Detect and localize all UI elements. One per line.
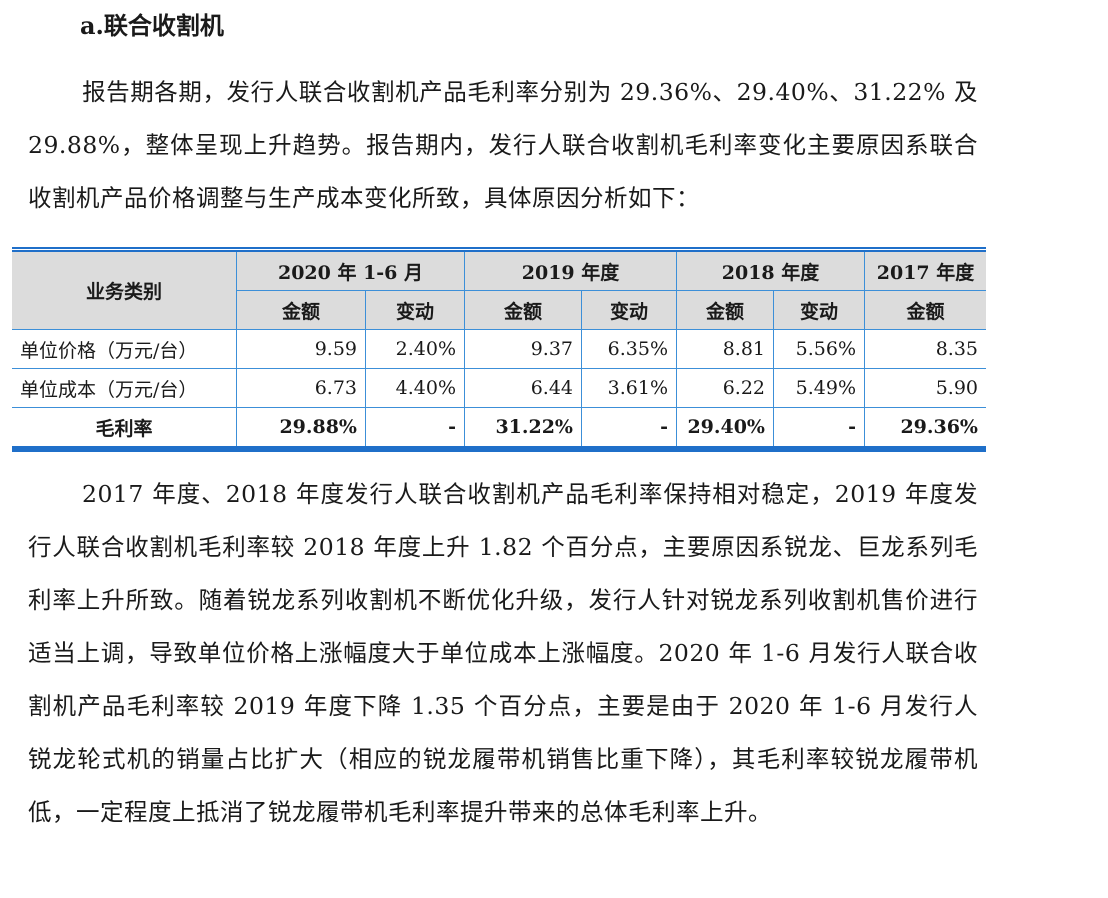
header-amount: 金额: [236, 290, 366, 330]
row-label: 毛利率: [12, 407, 237, 450]
cell: 6.22: [676, 368, 774, 408]
cell: 29.88%: [236, 407, 366, 450]
header-amount: 金额: [676, 290, 774, 330]
cell: 6.73: [236, 368, 366, 408]
table-row: 毛利率 29.88% - 31.22% - 29.40% - 29.36%: [12, 407, 986, 450]
header-amount: 金额: [464, 290, 582, 330]
table-row: 单位价格（万元/台） 9.59 2.40% 9.37 6.35% 8.81 5.…: [12, 329, 986, 369]
cell: 6.35%: [581, 329, 677, 369]
header-change: 变动: [773, 290, 865, 330]
cell: 5.90: [864, 368, 986, 408]
cell: 5.56%: [773, 329, 865, 369]
row-label: 单位成本（万元/台）: [12, 368, 237, 408]
cell: 9.37: [464, 329, 582, 369]
cell: -: [365, 407, 465, 450]
table-row: 单位成本（万元/台） 6.73 4.40% 6.44 3.61% 6.22 5.…: [12, 368, 986, 408]
header-change: 变动: [365, 290, 465, 330]
analysis-text: 2017 年度、2018 年度发行人联合收割机产品毛利率保持相对稳定，2019 …: [28, 480, 978, 826]
analysis-paragraph: 2017 年度、2018 年度发行人联合收割机产品毛利率保持相对稳定，2019 …: [28, 468, 978, 839]
header-period: 2017 年度: [864, 249, 986, 291]
header-amount: 金额: [864, 290, 986, 330]
section-heading: a.联合收割机: [80, 11, 224, 40]
cell: 9.59: [236, 329, 366, 369]
cell: -: [581, 407, 677, 450]
cell: 8.81: [676, 329, 774, 369]
header-period: 2020 年 1-6 月: [236, 249, 465, 291]
cell: -: [773, 407, 865, 450]
cell: 8.35: [864, 329, 986, 369]
cell: 29.40%: [676, 407, 774, 450]
cell: 5.49%: [773, 368, 865, 408]
gross-margin-table: 业务类别 2020 年 1-6 月 2019 年度 2018 年度 2017 年…: [12, 247, 986, 452]
intro-paragraph: 报告期各期，发行人联合收割机产品毛利率分别为 29.36%、29.40%、31.…: [28, 66, 978, 225]
cell: 2.40%: [365, 329, 465, 369]
header-category: 业务类别: [12, 249, 237, 330]
intro-text: 报告期各期，发行人联合收割机产品毛利率分别为 29.36%、29.40%、31.…: [28, 78, 978, 212]
cell: 3.61%: [581, 368, 677, 408]
header-change: 变动: [581, 290, 677, 330]
cell: 6.44: [464, 368, 582, 408]
cell: 29.36%: [864, 407, 986, 450]
header-period: 2019 年度: [464, 249, 677, 291]
row-label: 单位价格（万元/台）: [12, 329, 237, 369]
cell: 4.40%: [365, 368, 465, 408]
cell: 31.22%: [464, 407, 582, 450]
header-period: 2018 年度: [676, 249, 865, 291]
